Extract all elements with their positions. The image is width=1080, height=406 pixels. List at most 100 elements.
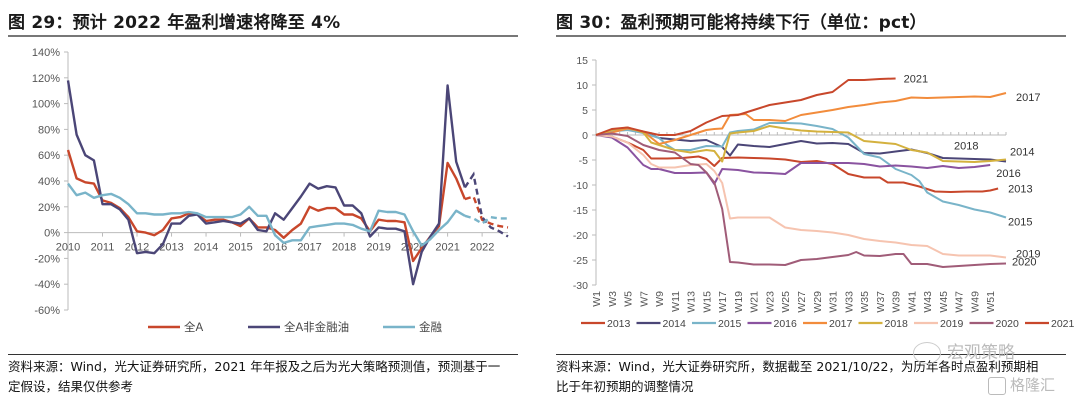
watermark-wechat: 宏观策略 — [913, 338, 1015, 364]
y-tick-label: 100% — [32, 99, 60, 111]
y-tick-label: -25 — [573, 255, 588, 267]
legend-label: 2021 — [1051, 318, 1075, 330]
series-end-label: 2015 — [1008, 217, 1032, 229]
right-source-note: 资料来源：Wind，光大证券研究所，数据截至 2021/10/22，为历年各时点… — [556, 357, 1038, 397]
series-end-label: 2019 — [1016, 249, 1040, 261]
y-tick-label: 0 — [582, 130, 588, 142]
y-tick-label: -5 — [579, 155, 588, 167]
x-tick-label: W41 — [906, 291, 918, 313]
left-line-chart: -60% -40% -20% 0% 20% 40% 60% 80% 100% 120% 140% 20… — [8, 40, 528, 340]
right-figure-title: 图 30：盈利预期可能将持续下行（单位：pct） — [556, 13, 927, 33]
x-tick-label: 2018 — [332, 242, 356, 254]
series-line-1 — [66, 80, 467, 286]
gelonghui-logo-icon — [988, 376, 1006, 395]
x-tick-label: W43 — [922, 291, 934, 313]
x-tick-label: W1 — [591, 291, 603, 307]
x-tick-label: W31 — [828, 291, 840, 313]
series-line-2014 — [595, 128, 1007, 163]
left-source-note-line2: 定假设，结果仅供参考 — [8, 379, 134, 394]
legend-label: 2014 — [663, 318, 687, 330]
x-tick-label: W29 — [812, 291, 824, 313]
y-tick-label: -10 — [573, 180, 588, 192]
y-tick-label: 60% — [38, 150, 60, 162]
y-tick-label: 5 — [582, 105, 588, 117]
legend-label: 金融 — [419, 320, 442, 334]
legend-label: 2016 — [774, 318, 798, 330]
x-tick-label: 2015 — [228, 242, 252, 254]
series-line-2020 — [595, 132, 1007, 268]
x-tick-label: W37 — [875, 291, 887, 313]
x-tick-label: W21 — [749, 291, 761, 313]
x-tick-label: W35 — [859, 291, 871, 313]
x-tick-label: W13 — [686, 291, 698, 313]
x-tick-label: W45 — [938, 291, 950, 313]
y-tick-label: 15 — [576, 55, 588, 67]
series-line-2017 — [595, 92, 1007, 145]
y-tick-label: -60% — [34, 305, 60, 317]
series-end-label: 2021 — [904, 74, 928, 86]
y-tick-label: 0% — [44, 228, 60, 240]
left-title-divider — [8, 35, 518, 37]
series-line-2018 — [595, 125, 1007, 163]
x-tick-label: W25 — [780, 291, 792, 313]
watermark-text-gelonghui: 格隆汇 — [1010, 376, 1056, 394]
x-tick-label: W9 — [654, 291, 666, 307]
x-tick-label: 2014 — [194, 242, 218, 254]
series-end-label: 2020 — [1012, 257, 1036, 269]
watermark-text-macro: 宏观策略 — [947, 343, 1015, 363]
left-source-divider — [8, 354, 518, 355]
x-tick-label: 2013 — [159, 242, 183, 254]
legend-label: 2018 — [885, 318, 909, 330]
left-source-note: 资料来源：Wind，光大证券研究所，2021 年年报及之后为光大策略预测值，预测… — [8, 357, 500, 397]
x-tick-label: W33 — [843, 291, 855, 313]
x-tick-label: W5 — [623, 291, 635, 307]
right-title-divider — [556, 35, 1066, 37]
x-tick-label: W7 — [638, 291, 650, 307]
x-tick-label: 2011 — [91, 242, 115, 254]
legend-label: 2013 — [607, 318, 631, 330]
legend-label: 2017 — [829, 318, 853, 330]
x-tick-label: W47 — [954, 291, 966, 313]
x-tick-label: 2019 — [366, 242, 390, 254]
legend-label: 2020 — [996, 318, 1020, 330]
x-tick-label: 2017 — [297, 242, 321, 254]
right-line-chart: -30 -25 -20 -15 -10 -5 0 5 10 15 W1 W3 W5 W7 W9 W11 W13 W… — [556, 40, 1076, 340]
legend-label: 2015 — [718, 318, 742, 330]
series-end-label: 2017 — [1016, 92, 1040, 104]
x-tick-label: W11 — [670, 291, 682, 312]
legend-label: 全A — [184, 320, 203, 334]
legend-label: 2019 — [940, 318, 964, 330]
y-tick-label: 10 — [576, 80, 588, 92]
y-tick-label: 80% — [38, 124, 60, 136]
series-end-label: 2018 — [954, 141, 978, 153]
x-tick-label: W27 — [796, 291, 808, 313]
x-tick-label: W3 — [607, 291, 619, 307]
x-tick-label: W51 — [985, 291, 997, 313]
x-tick-label: 2012 — [125, 242, 149, 254]
x-tick-label: 2022 — [470, 242, 494, 254]
series-line-2015 — [595, 122, 1007, 219]
series-forecast-line-0 — [464, 195, 509, 229]
y-tick-label: 40% — [38, 176, 60, 188]
x-tick-label: 2016 — [263, 242, 287, 254]
y-tick-label: -15 — [573, 205, 588, 217]
y-tick-label: 120% — [32, 73, 60, 85]
y-tick-label: 20% — [38, 202, 60, 214]
y-tick-label: -40% — [34, 279, 60, 291]
legend-label: 全A非金融油 — [284, 320, 349, 334]
series-end-label: 2016 — [996, 168, 1020, 180]
x-tick-label: 2010 — [56, 242, 80, 254]
x-tick-label: 2021 — [435, 242, 459, 254]
x-tick-label: W39 — [891, 291, 903, 313]
right-source-divider — [556, 354, 1066, 355]
left-figure-title: 图 29：预计 2022 年盈利增速将降至 4% — [8, 13, 341, 33]
series-line-2019 — [595, 134, 1007, 259]
series-line-2016 — [595, 134, 991, 185]
y-tick-label: -20 — [573, 230, 588, 242]
y-tick-label: 140% — [32, 47, 60, 59]
wechat-icon — [913, 342, 941, 364]
series-line-2013 — [595, 134, 999, 193]
series-line-2021 — [595, 77, 896, 136]
left-source-note-line1: 资料来源：Wind，光大证券研究所，2021 年年报及之后为光大策略预测值，预测… — [8, 359, 501, 374]
y-tick-label: -30 — [573, 280, 588, 292]
